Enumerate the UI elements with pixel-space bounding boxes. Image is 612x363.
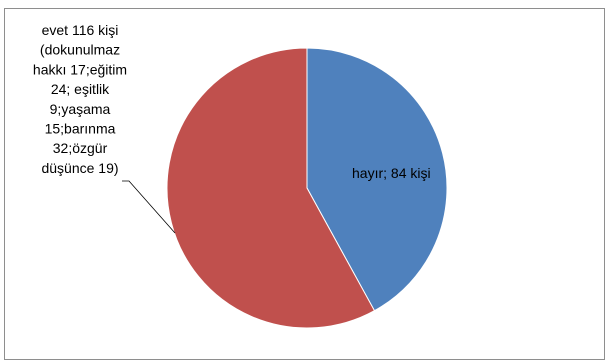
slice-label-1: evet 116 kişi (dokunulmaz hakkı 17;eğitim 2… — [33, 22, 127, 176]
slice-label-1-line: (dokunulmaz — [40, 42, 120, 58]
slice-label-1-line: evet 116 kişi — [42, 22, 119, 38]
slice-label-1-line: 32;özgür — [53, 140, 108, 156]
slice-label-1-line: 24; eşitlik — [51, 81, 110, 97]
slice-label-1-line: 15;barınma — [45, 121, 116, 137]
slice-label-1-line: düşünce 19) — [41, 160, 118, 176]
leader-line — [122, 180, 176, 234]
pie-labels: hayır; 84 kişi evet 116 kişi (dokunulmaz ha… — [33, 22, 431, 234]
pie-slices — [166, 47, 448, 329]
pie-slice-1 — [166, 47, 376, 329]
slice-label-1-line: hakkı 17;eğitim — [33, 61, 127, 77]
slice-label-1-line: 9;yaşama — [50, 101, 111, 117]
pie-slice-0 — [306, 47, 448, 312]
slice-label-0: hayır; 84 kişi — [352, 165, 431, 181]
